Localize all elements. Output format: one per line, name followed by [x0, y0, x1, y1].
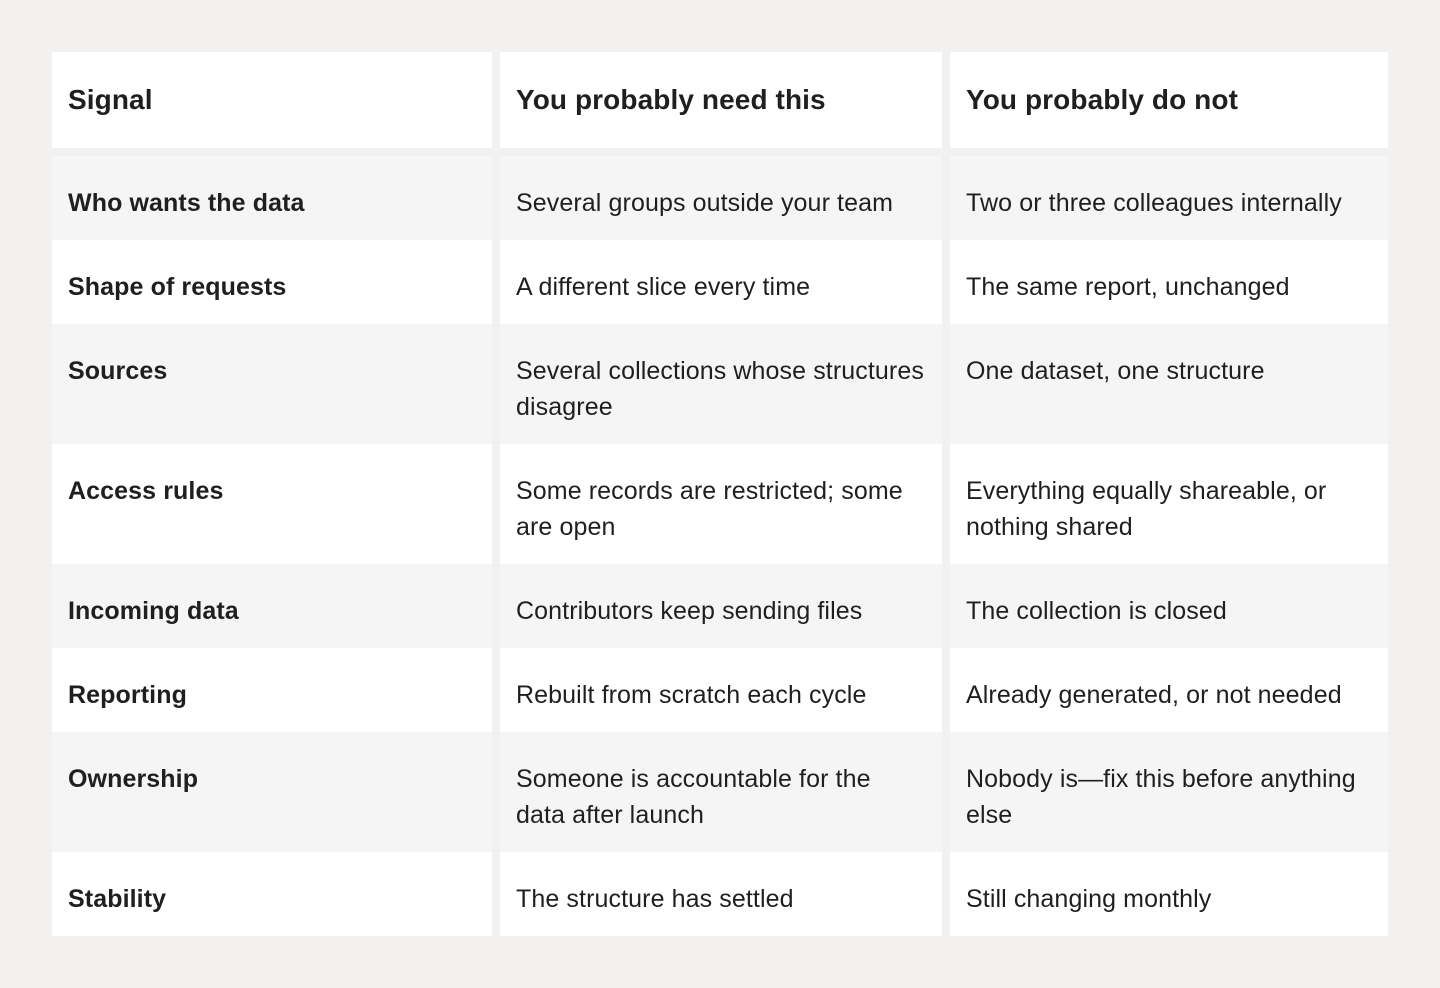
do-not-cell: Still changing monthly: [950, 852, 1388, 936]
signal-cell: Access rules: [52, 444, 492, 564]
need-cell: Rebuilt from scratch each cycle: [500, 648, 942, 732]
comparison-table: Signal You probably need this You probab…: [52, 52, 1388, 936]
need-cell: Someone is accountable for the data afte…: [500, 732, 942, 852]
signal-cell: Sources: [52, 324, 492, 444]
do-not-cell: Everything equally shareable, or nothing…: [950, 444, 1388, 564]
signal-cell: Reporting: [52, 648, 492, 732]
signal-cell: Shape of requests: [52, 240, 492, 324]
do-not-cell: One dataset, one structure: [950, 324, 1388, 444]
need-cell: A different slice every time: [500, 240, 942, 324]
need-cell: Several collections whose structures dis…: [500, 324, 942, 444]
need-cell: Several groups outside your team: [500, 156, 942, 240]
do-not-cell: The same report, unchanged: [950, 240, 1388, 324]
column-header-do-not: You probably do not: [950, 52, 1388, 148]
header-divider: [52, 148, 1388, 156]
signal-cell: Stability: [52, 852, 492, 936]
do-not-cell: Nobody is—fix this before anything else: [950, 732, 1388, 852]
need-cell: Some records are restricted; some are op…: [500, 444, 942, 564]
column-header-signal: Signal: [52, 52, 492, 148]
do-not-cell: Already generated, or not needed: [950, 648, 1388, 732]
signal-cell: Who wants the data: [52, 156, 492, 240]
column-header-need: You probably need this: [500, 52, 942, 148]
do-not-cell: Two or three colleagues internally: [950, 156, 1388, 240]
signal-cell: Incoming data: [52, 564, 492, 648]
do-not-cell: The collection is closed: [950, 564, 1388, 648]
need-cell: Contributors keep sending files: [500, 564, 942, 648]
need-cell: The structure has settled: [500, 852, 942, 936]
signal-cell: Ownership: [52, 732, 492, 852]
